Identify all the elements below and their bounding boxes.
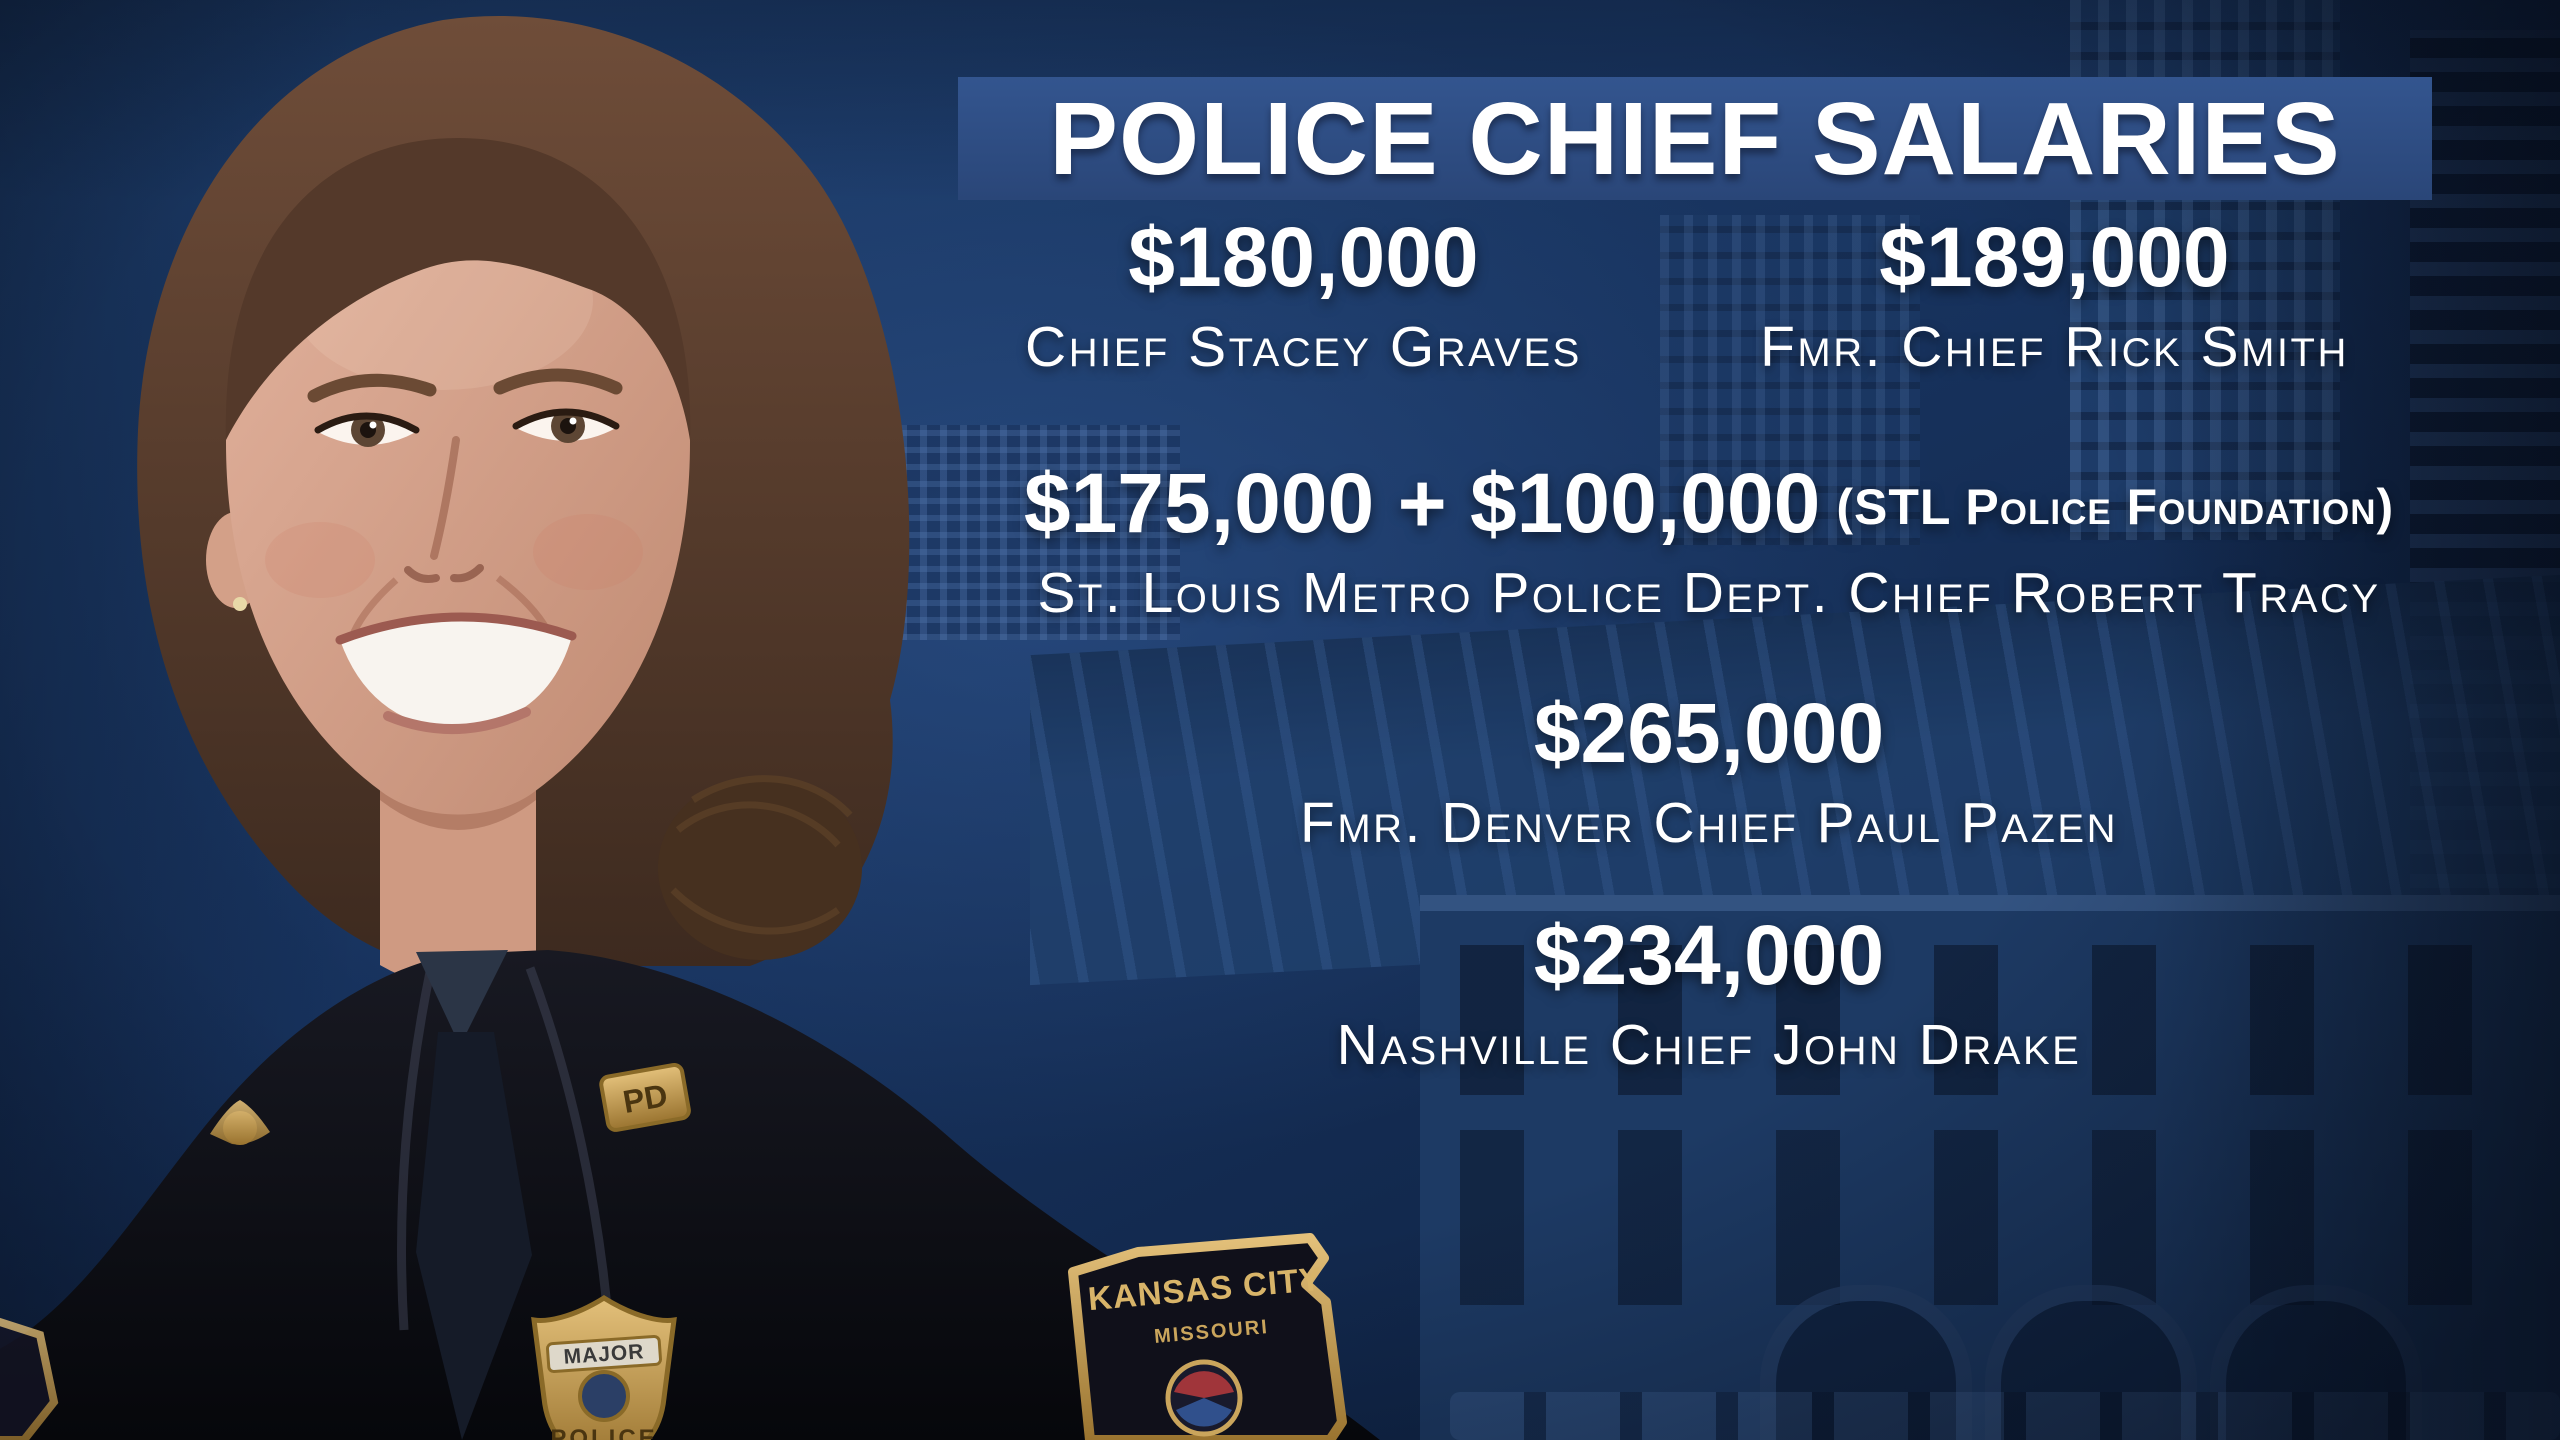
chief-name: Nashville Chief John Drake bbox=[1336, 1012, 2082, 1077]
salary-entry: $175,000 + $100,000 (STL Police Foundatio… bbox=[958, 458, 2460, 627]
salary-amount-value: $175,000 + $100,000 bbox=[1023, 456, 1821, 550]
salary-row: $180,000 Chief Stacey Graves $189,000 Fm… bbox=[958, 212, 2460, 381]
eye-glint-right bbox=[569, 417, 577, 425]
salary-amount: $189,000 bbox=[1879, 210, 2230, 304]
salary-amount: $234,000 bbox=[1533, 908, 1885, 1002]
chief-name: Chief Stacey Graves bbox=[1025, 314, 1582, 379]
chief-name: Fmr. Denver Chief Paul Pazen bbox=[1300, 790, 2118, 855]
cheek-left bbox=[265, 522, 375, 598]
salary-amount: $180,000 bbox=[1128, 210, 1479, 304]
salary-entry: $189,000 Fmr. Chief Rick Smith bbox=[1649, 212, 2460, 381]
earring bbox=[233, 597, 247, 611]
cheek-right bbox=[533, 514, 643, 590]
collar-pin: PD bbox=[599, 1063, 691, 1132]
salary-list: $180,000 Chief Stacey Graves $189,000 Fm… bbox=[958, 0, 2460, 1440]
salary-amount: $265,000 bbox=[1533, 686, 1885, 780]
salary-entry: $265,000 Fmr. Denver Chief Paul Pazen bbox=[958, 688, 2460, 857]
chief-name: St. Louis Metro Police Dept. Chief Rober… bbox=[1037, 560, 2381, 625]
salary-note: (STL Police Foundation) bbox=[1836, 479, 2395, 535]
badge-label-text: POLICE bbox=[550, 1425, 657, 1440]
salary-amount: $175,000 + $100,000 (STL Police Foundatio… bbox=[958, 458, 2460, 549]
salary-entry: $180,000 Chief Stacey Graves bbox=[958, 212, 1649, 381]
police-badge: MAJOR POLICE bbox=[531, 1295, 677, 1440]
collar-pin-text: PD bbox=[620, 1077, 670, 1120]
salary-entry: $234,000 Nashville Chief John Drake bbox=[958, 910, 2460, 1079]
eye-glint-left bbox=[369, 421, 377, 429]
chief-name: Fmr. Chief Rick Smith bbox=[1760, 314, 2349, 379]
